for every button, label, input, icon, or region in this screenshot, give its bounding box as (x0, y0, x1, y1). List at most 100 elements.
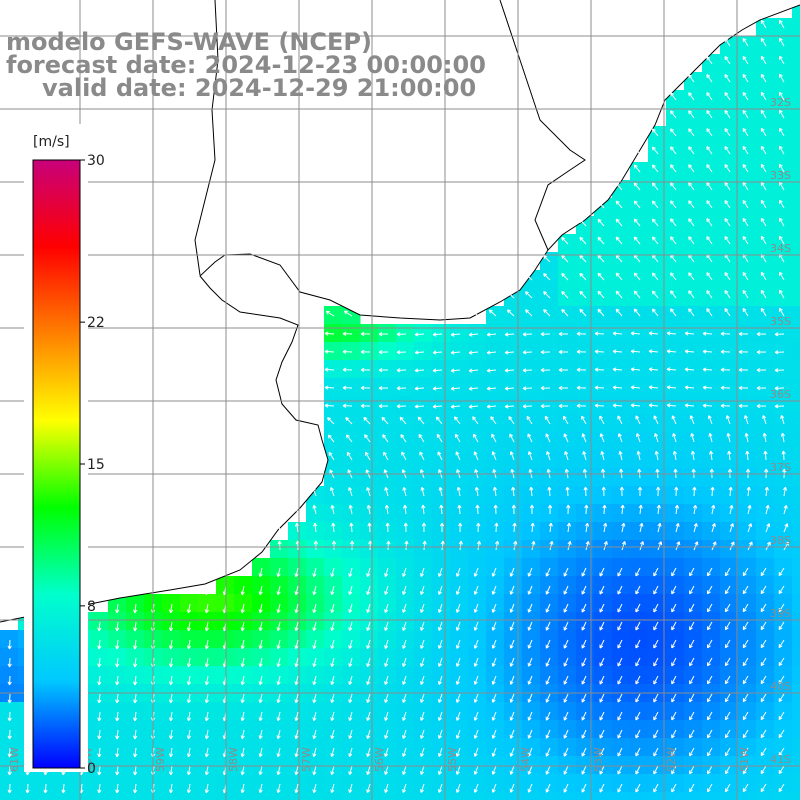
wind-arrow-head (510, 789, 514, 793)
wind-arrow (259, 657, 263, 667)
wind-arrow (779, 91, 785, 101)
speed-cell (180, 792, 199, 800)
wind-arrow (474, 711, 479, 721)
speed-cell (720, 522, 739, 541)
speed-cell (378, 630, 397, 649)
wind-arrow-head (241, 627, 245, 632)
speed-cell (648, 648, 667, 667)
wind-arrow-head (617, 663, 622, 667)
wind-arrow-head (170, 717, 174, 722)
speed-cell (432, 378, 451, 397)
wind-arrow-head (134, 663, 138, 668)
wind-arrow (368, 522, 371, 533)
wind-arrow-head (9, 645, 12, 650)
speed-cell (432, 648, 451, 667)
speed-cell (774, 792, 793, 800)
wind-arrow-head (579, 237, 582, 241)
wind-arrow-head (259, 789, 263, 794)
wind-arrow-head (378, 405, 383, 409)
speed-cell (558, 522, 577, 541)
wind-arrow-head (671, 735, 675, 739)
wind-arrow (780, 415, 785, 425)
wind-arrow-head (778, 645, 783, 649)
wind-arrow (688, 236, 695, 245)
wind-arrow (295, 639, 299, 649)
wind-arrow (457, 487, 461, 497)
wind-arrow (331, 505, 335, 515)
speed-cell (162, 756, 181, 775)
wind-arrow (635, 657, 641, 667)
speed-cell (540, 558, 559, 577)
speed-cell (522, 702, 541, 721)
speed-cell (396, 720, 415, 739)
wind-arrow-head (561, 237, 564, 242)
valid-date: valid date: 2024-12-29 21:00:00 (42, 74, 476, 102)
wind-arrow (205, 657, 209, 667)
wind-arrow-head (546, 451, 548, 456)
speed-cell (414, 486, 433, 505)
wind-arrow (331, 675, 335, 685)
wind-arrow (492, 639, 497, 649)
wind-arrow-head (474, 717, 478, 721)
wind-arrow (116, 747, 119, 757)
wind-arrow-head (486, 352, 491, 355)
wind-arrow (724, 74, 731, 83)
speed-cell (468, 630, 487, 649)
wind-arrow-head (134, 627, 138, 632)
wind-arrow-head (295, 753, 299, 758)
speed-cell (666, 576, 685, 595)
speed-cell (666, 540, 685, 559)
speed-cell (486, 378, 505, 397)
wind-arrow (760, 20, 767, 29)
speed-cell (702, 594, 721, 613)
wind-arrow-head (384, 645, 389, 649)
speed-cell (324, 378, 343, 397)
speed-cell (738, 450, 757, 469)
wind-arrow (724, 729, 731, 739)
speed-cell (792, 414, 800, 433)
wind-arrow (688, 164, 695, 173)
wind-arrow (670, 200, 677, 209)
wind-arrow-head (546, 681, 550, 685)
wind-arrow (706, 200, 713, 209)
wind-arrow (366, 783, 371, 793)
wind-arrow-head (783, 504, 787, 509)
wind-arrow-head (653, 717, 658, 721)
wind-arrow-head (633, 146, 636, 151)
wind-arrow-head (522, 388, 527, 391)
wind-arrow (779, 19, 785, 29)
speed-cell (234, 576, 253, 595)
land-mask (0, 0, 800, 623)
wind-arrow-head (486, 388, 491, 391)
speed-cell (756, 792, 775, 800)
speed-cell (360, 666, 379, 685)
wind-arrow-head (134, 681, 138, 686)
wind-arrow (764, 450, 767, 461)
wind-arrow-head (760, 645, 765, 649)
wind-arrow-head (635, 717, 640, 721)
wind-arrow-head (581, 645, 586, 649)
wind-arrow-head (241, 609, 245, 614)
wind-arrow-head (402, 735, 407, 739)
wind-arrow-head (384, 753, 389, 757)
speed-cell (450, 504, 469, 523)
speed-cell (396, 504, 415, 523)
wind-arrow (619, 451, 623, 461)
speed-cell (324, 648, 343, 667)
speed-cell (378, 486, 397, 505)
wind-arrow-head (438, 645, 442, 649)
wind-arrow (599, 603, 605, 613)
speed-cell (432, 720, 451, 739)
land-area (0, 0, 800, 622)
wind-arrow-head (438, 487, 441, 491)
wind-arrow (778, 567, 785, 576)
latitude-label: 32S (770, 96, 791, 109)
wind-arrow (438, 747, 443, 757)
speed-cell (72, 774, 91, 793)
speed-cell (522, 774, 541, 793)
wind-arrow-head (597, 219, 600, 223)
speed-cell (792, 630, 800, 649)
wind-arrow-head (170, 753, 174, 758)
wind-arrow (420, 711, 425, 721)
wind-arrow-head (421, 522, 425, 527)
